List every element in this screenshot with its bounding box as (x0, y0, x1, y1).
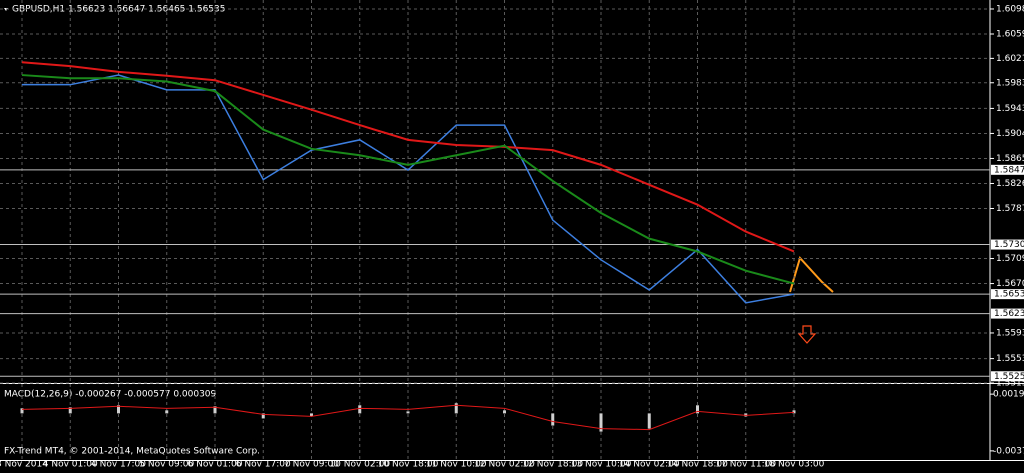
y-tick-label: 1.58260 (996, 179, 1024, 189)
y-tick-label: 1.55150 (996, 379, 1024, 389)
x-tick-label: 4 Nov 17:00 (91, 460, 146, 470)
x-tick-label: 6 Nov 17:00 (236, 460, 291, 470)
macd-bar (165, 410, 169, 414)
level-label: 1.57308 (994, 240, 1024, 250)
y-tick-label: 1.55530 (996, 354, 1024, 364)
level-box (991, 239, 1024, 250)
macd-bar (647, 413, 651, 429)
level-box (991, 289, 1024, 300)
x-tick-label: 13 Nov 10:00 (571, 460, 632, 470)
y-tick-label: 1.59830 (996, 78, 1024, 88)
macd-bar (744, 413, 748, 417)
macd-bar (213, 406, 217, 414)
x-tick-label: 4 Nov 01:00 (43, 460, 98, 470)
level-label: 1.55255 (994, 372, 1024, 382)
level-box (991, 308, 1024, 319)
footer: FX-Trend MT4, © 2001-2014, MetaQuotes So… (4, 447, 260, 457)
level-label: 1.56232 (994, 309, 1024, 319)
y-tick-label: 1.57090 (996, 254, 1024, 264)
x-tick-label: 7 Nov 09:00 (284, 460, 339, 470)
y-tick-label: 1.59430 (996, 104, 1024, 114)
y-tick-label: 1.55930 (996, 328, 1024, 338)
y-tick-label: 1.56700 (996, 279, 1024, 289)
x-tick-label: 12 Nov 02:00 (474, 460, 535, 470)
signal-line (21, 404, 795, 431)
level-box (991, 371, 1024, 382)
x-tick-label: 14 Nov 02:00 (619, 460, 680, 470)
macd-bar (551, 413, 555, 426)
forecast-line (789, 256, 834, 293)
y-tick-label: 1.59040 (996, 129, 1024, 139)
x-tick-label: 14 Nov 18:00 (667, 460, 728, 470)
level-label: 1.58473 (994, 165, 1024, 175)
price-line (21, 61, 795, 253)
down-arrow (797, 325, 817, 344)
macd-bar (406, 411, 410, 414)
y-tick-label: 1.60210 (996, 54, 1024, 64)
price-line (21, 74, 795, 285)
y-tick-label: 1.60590 (996, 30, 1024, 40)
x-tick-label: 12 Nov 18:00 (522, 460, 583, 470)
symbol-header: GBPUSD,H1 1.56623 1.56647 1.56465 1.5653… (12, 5, 225, 15)
x-tick-label: 10 Nov 18:00 (378, 460, 439, 470)
macd-bar (503, 410, 506, 414)
level-label: 1.56535 (994, 290, 1024, 300)
x-tick-label: 6 Nov 01:00 (188, 460, 243, 470)
x-tick-label: 18 Nov 03:00 (764, 460, 825, 470)
macd-bar (599, 413, 603, 432)
macd-bar (68, 407, 72, 414)
x-tick-label: 11 Nov 10:00 (426, 460, 487, 470)
macd-bar (261, 413, 265, 419)
x-tick-label: 17 Nov 11:00 (715, 460, 776, 470)
y-tick-label: 1.57870 (996, 204, 1024, 214)
x-tick-label: 10 Nov 02:00 (329, 460, 390, 470)
macd-bar (20, 408, 24, 414)
x-tick-label: 5 Nov 09:00 (139, 460, 194, 470)
macd-bar (117, 405, 120, 414)
macd-bar (792, 410, 796, 414)
x-tick-label: 3 Nov 2014 (0, 460, 48, 470)
y-tick-label: 1.60980 (996, 4, 1024, 14)
macd-bar (454, 403, 458, 414)
y-tick-label: -0.00370 (993, 446, 1024, 456)
macd-header: MACD(12,26,9) -0.000267 -0.000577 0.0003… (4, 390, 217, 400)
y-tick-label: 1.58650 (996, 154, 1024, 164)
macd-bar (310, 413, 313, 417)
price-line (22, 74, 795, 304)
level-box (991, 164, 1024, 175)
macd-bar (358, 405, 362, 414)
y-tick-label: 0.00190 (993, 390, 1024, 400)
macd-bar (696, 405, 699, 414)
